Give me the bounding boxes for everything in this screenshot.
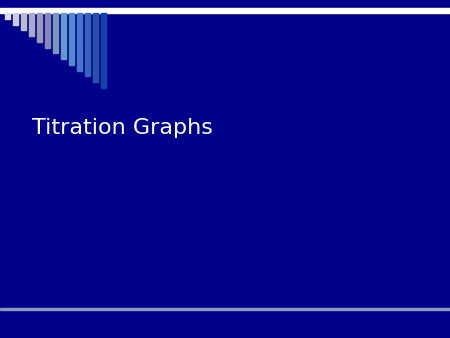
Bar bbox=[0, 8, 450, 13]
Bar bbox=[21, 13, 26, 30]
Text: Titration Graphs: Titration Graphs bbox=[32, 118, 212, 139]
Bar bbox=[45, 13, 50, 48]
Bar bbox=[0, 308, 450, 310]
Bar bbox=[37, 13, 42, 42]
Bar bbox=[61, 13, 66, 59]
Bar bbox=[53, 13, 58, 53]
Bar bbox=[5, 13, 10, 19]
Bar bbox=[69, 13, 74, 65]
Bar bbox=[93, 13, 98, 82]
Bar bbox=[101, 13, 106, 88]
Bar bbox=[77, 13, 82, 71]
Bar bbox=[85, 13, 90, 76]
Bar bbox=[13, 13, 18, 25]
Bar bbox=[29, 13, 34, 36]
